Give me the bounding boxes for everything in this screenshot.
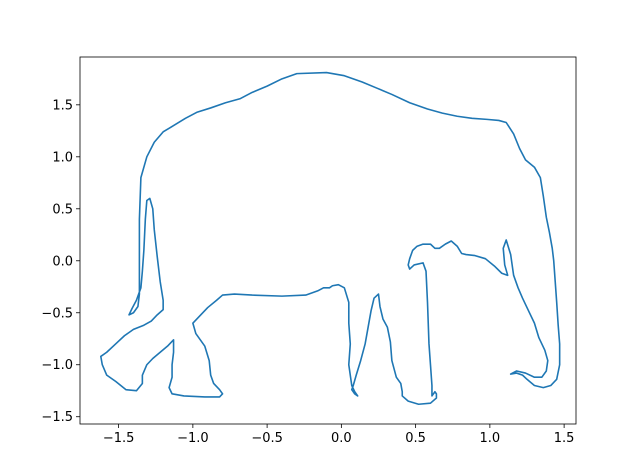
x-tick-label: 0.0 (331, 431, 352, 446)
y-tick-label: −1.0 (41, 358, 73, 373)
x-tick-label: 1.0 (480, 431, 501, 446)
plot-area (80, 57, 576, 424)
axes-frame (79, 56, 577, 425)
x-tick-label: −1.5 (103, 431, 135, 446)
y-tick-label: 0.5 (52, 202, 73, 217)
x-tick-label: −0.5 (251, 431, 283, 446)
x-tick-label: −1.0 (177, 431, 209, 446)
y-tick-label: 0.0 (52, 254, 73, 269)
y-tick-label: −1.5 (41, 410, 73, 425)
y-tick-label: 1.5 (52, 98, 73, 113)
x-tick-label: 0.5 (405, 431, 426, 446)
y-tick-label: 1.0 (52, 150, 73, 165)
y-tick-label: −0.5 (41, 306, 73, 321)
x-tick-label: 1.5 (554, 431, 575, 446)
series-layer (99, 71, 561, 406)
series-line-0 (99, 71, 561, 406)
x-axis: −1.5 −1.0 −0.5 0.0 0.5 1.0 1.5 (103, 424, 575, 446)
y-axis: −1.5 −1.0 −0.5 0.0 0.5 1.0 1.5 (41, 98, 80, 425)
